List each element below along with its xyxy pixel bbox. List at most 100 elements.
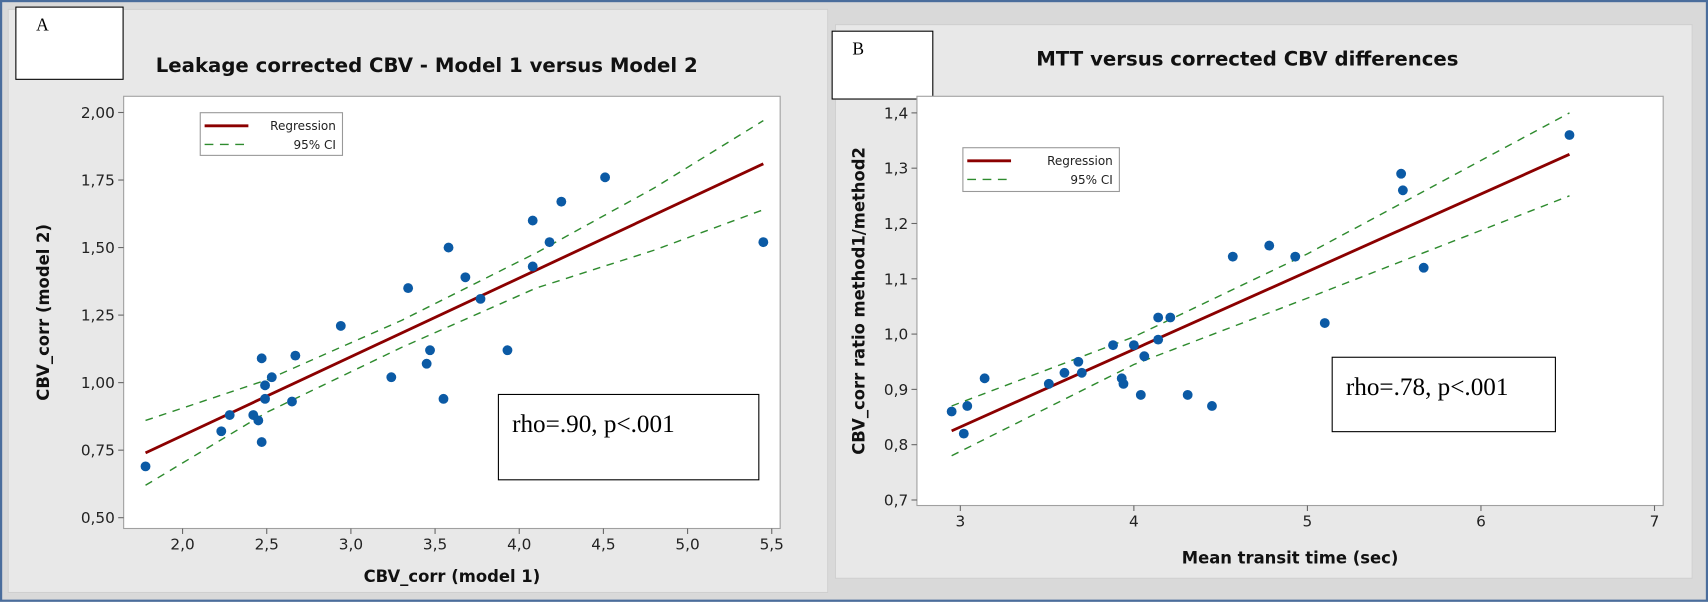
- chart-a-data-point: [527, 215, 538, 226]
- chart-a-data-point: [421, 358, 432, 369]
- chart-b-ci-upper: [951, 112, 1570, 407]
- chart-a-data-point: [527, 261, 538, 272]
- panel-b-label: B: [831, 30, 934, 100]
- chart-b-x-tick-label: 7: [1650, 512, 1660, 530]
- chart-b-data-point: [1564, 130, 1575, 140]
- chart-a-data-point: [403, 283, 414, 294]
- chart-b-data-point: [1165, 312, 1176, 323]
- chart-a-data-point: [256, 353, 267, 364]
- chart-a-data-point: [425, 345, 435, 356]
- chart-b-data-point: [1153, 334, 1164, 345]
- chart-b-ci-lower: [951, 195, 1570, 457]
- chart-b-data-point: [1139, 351, 1150, 362]
- chart-b-data-point: [1182, 389, 1193, 400]
- chart-a-data-point: [386, 372, 397, 383]
- chart-a-stat-text: rho=.90, p<.001: [512, 410, 675, 438]
- chart-b-data-point: [958, 428, 969, 439]
- chart-b-data-point: [1043, 378, 1054, 389]
- chart-b-data-point: [1397, 185, 1408, 196]
- chart-a-x-tick-label: 2,5: [255, 535, 279, 553]
- chart-b-data-point: [1290, 251, 1301, 262]
- chart-a-data-point: [290, 350, 301, 361]
- chart-a-data-point: [253, 415, 264, 426]
- panel-a-letter: A: [36, 16, 49, 36]
- chart-a-x-tick-label: 4,0: [507, 535, 531, 553]
- chart-a-x-axis-label: CBV_corr (model 1): [364, 567, 541, 586]
- chart-a-data-point: [260, 380, 270, 391]
- chart-b-data-point: [1118, 378, 1129, 389]
- chart-a-data-point: [266, 372, 277, 383]
- chart-b-x-tick-label: 3: [955, 512, 965, 530]
- chart-a-data-point: [224, 410, 235, 420]
- chart-b-data-point: [1319, 318, 1330, 328]
- chart-a-data-point: [600, 172, 611, 183]
- chart-a-x-tick-label: 5,5: [760, 535, 784, 553]
- chart-b-stat-text: rho=.78, p<.001: [1345, 373, 1509, 401]
- chart-a-ci-lower: [145, 209, 764, 486]
- chart-b-title: MTT versus corrected CBV differences: [1036, 48, 1459, 72]
- chart-b-data-point: [1418, 262, 1429, 273]
- chart-b-data-point: [1108, 340, 1118, 351]
- chart-a-legend: [199, 112, 344, 156]
- chart-b-x-tick-label: 4: [1129, 512, 1139, 530]
- chart-a-data-point: [443, 242, 454, 253]
- chart-b-x-axis-label: Mean transit time (sec): [1182, 549, 1399, 568]
- chart-a-data-point: [556, 196, 567, 207]
- chart-b-legend: [962, 147, 1120, 193]
- chart-a-ci-upper: [145, 119, 764, 422]
- chart-a-x-tick-label: 2,0: [170, 535, 194, 553]
- chart-b-y-tick-label: 1,2: [884, 215, 908, 233]
- chart-a-x-tick-label: 4,5: [591, 535, 615, 553]
- chart-a-y-tick-label: 1,50: [81, 239, 115, 257]
- chart-a-data-point: [216, 426, 227, 437]
- chart-b-stat-box: rho=.78, p<.001: [1331, 356, 1556, 433]
- chart-a-legend-regression-label: Regression: [270, 119, 336, 133]
- chart-b-data-point: [1073, 356, 1084, 367]
- chart-b-data-point: [1076, 367, 1087, 378]
- chart-b-legend-ci-label: 95% CI: [1070, 173, 1112, 187]
- chart-a-y-tick-label: 1,00: [81, 374, 115, 392]
- chart-b-data-point: [946, 406, 957, 417]
- chart-b-data-point: [979, 373, 990, 384]
- chart-b-x-tick-label: 6: [1476, 512, 1486, 530]
- chart-a-stat-box: rho=.90, p<.001: [497, 393, 760, 481]
- chart-a-x-tick-label: 5,0: [675, 535, 699, 553]
- chart-b-data-point: [1207, 401, 1217, 411]
- chart-a-x-tick-label: 3,5: [423, 535, 447, 553]
- chart-b-data-point: [1135, 389, 1146, 400]
- chart-a-data-point: [502, 345, 513, 356]
- chart-a-data-point: [758, 237, 769, 248]
- chart-b-y-axis-label: CBV_corr ratio method1/method2: [849, 147, 868, 455]
- chart-b-data-point: [1153, 312, 1164, 323]
- chart-a-title: Leakage corrected CBV - Model 1 versus M…: [155, 54, 698, 78]
- chart-a-data-point: [287, 396, 297, 407]
- chart-b-y-tick-label: 0,8: [884, 436, 908, 454]
- chart-b-data-point: [1227, 251, 1238, 262]
- chart-a-data-point: [260, 393, 270, 404]
- chart-b-y-tick-label: 1,0: [884, 326, 908, 344]
- chart-a-data-point: [335, 320, 346, 331]
- chart-a-data-point: [438, 393, 449, 404]
- chart-b-y-tick-label: 1,4: [884, 104, 908, 122]
- chart-a-data-point: [140, 461, 151, 472]
- chart-a-x-tick-label: 3,0: [339, 535, 363, 553]
- chart-a-data-point: [475, 293, 486, 304]
- chart-a-y-tick-label: 1,75: [81, 172, 115, 190]
- chart-a-y-tick-label: 2,00: [81, 104, 115, 122]
- chart-b-data-point: [1059, 367, 1070, 378]
- chart-a-data-point: [460, 272, 471, 283]
- chart-b-data-point: [1128, 340, 1139, 351]
- chart-b-y-tick-label: 0,9: [884, 381, 908, 399]
- chart-b-y-tick-label: 1,3: [884, 160, 908, 178]
- chart-b-x-tick-label: 5: [1303, 512, 1313, 530]
- chart-a-legend-ci-label: 95% CI: [293, 138, 335, 152]
- chart-b-data-point: [1264, 240, 1275, 251]
- chart-b-y-tick-label: 0,7: [884, 491, 908, 509]
- chart-b-regression-line: [951, 153, 1571, 433]
- chart-a-regression-line: [144, 162, 764, 455]
- chart-a-y-tick-label: 0,50: [81, 509, 115, 527]
- chart-a-y-tick-label: 1,25: [81, 307, 115, 325]
